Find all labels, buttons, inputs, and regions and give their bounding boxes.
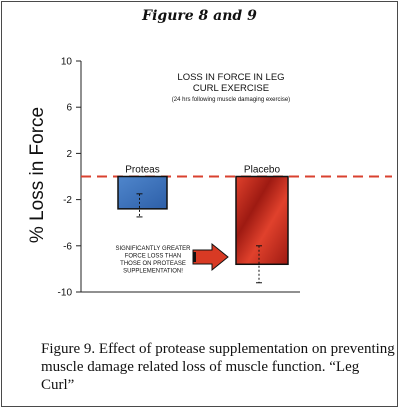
annotation-line: FORCE LOSS THAN xyxy=(125,254,182,260)
y-tick-label: 6 xyxy=(66,103,72,114)
figure-caption: Figure 9. Effect of protease supplementa… xyxy=(41,341,395,393)
category-label: Proteas xyxy=(125,165,159,176)
figure-title: Figure 8 and 9 xyxy=(142,8,257,24)
y-tick-label: -6 xyxy=(63,241,72,252)
annotation-text: SIGNIFICANTLY GREATER FORCE LOSS THANTHOS… xyxy=(115,246,191,275)
chart-title-line-1: LOSS IN FORCE IN LEG xyxy=(177,72,284,83)
y-tick-label: -2 xyxy=(63,195,72,206)
bar-proteas xyxy=(117,175,168,210)
bar-chart: % Loss in Force 10 6 2 -2 -6 -10 Proteas Place… xyxy=(27,57,392,299)
annotation-line: THOSE ON PROTEASE xyxy=(120,261,186,267)
annotation-line: SUPPLEMENTATION! xyxy=(123,269,183,275)
annotation-line: SIGNIFICANTLY GREATER xyxy=(115,246,191,252)
bar-placebo xyxy=(235,175,289,266)
arrow-tail-mark xyxy=(193,252,196,262)
y-tick-label: -10 xyxy=(58,288,73,299)
y-axis-label: % Loss in Force xyxy=(27,107,48,243)
annotation-arrow xyxy=(192,242,229,272)
category-label: Placebo xyxy=(244,165,281,176)
chart-subtitle: (24 hrs following muscle damaging exerci… xyxy=(172,97,290,103)
y-tick-label: 2 xyxy=(66,149,72,160)
y-tick-label: 10 xyxy=(61,57,73,68)
chart-title-line-2: CURL EXERCISE xyxy=(193,83,269,94)
arrow-body xyxy=(192,242,229,272)
